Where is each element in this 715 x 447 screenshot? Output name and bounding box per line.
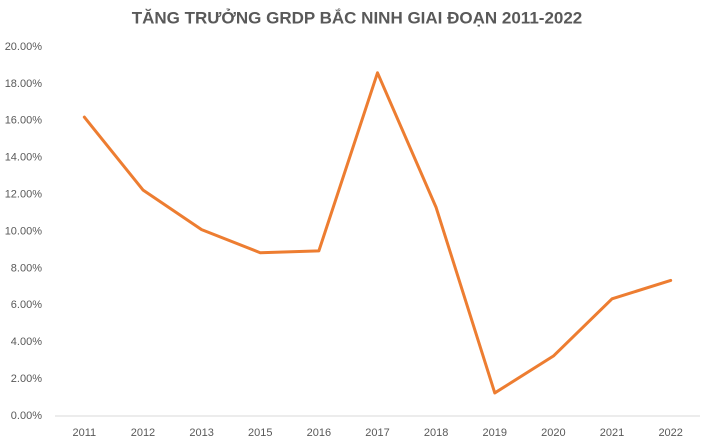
x-tick-label: 2017 [365,427,389,439]
line-series [82,71,673,395]
y-tick-label: 14.00% [5,152,43,164]
x-tick-label: 2012 [131,427,155,439]
x-tick-label: 2020 [541,427,565,439]
y-tick-label: 4.00% [11,336,42,348]
y-tick-label: 12.00% [5,189,43,201]
x-tick-label: 2013 [189,427,213,439]
x-tick-label: 2019 [483,427,507,439]
chart-title: TĂNG TRƯỞNG GRDP BẮC NINH GIAI ĐOẠN 2011… [132,8,583,27]
x-tick-label: 2018 [424,427,448,439]
y-tick-label: 18.00% [5,78,43,90]
y-tick-label: 20.00% [5,41,43,53]
x-tick-label: 2015 [248,427,272,439]
y-tick-label: 0.00% [11,410,42,422]
y-tick-label: 6.00% [11,299,42,311]
x-tick-label: 2021 [600,427,624,439]
y-tick-label: 8.00% [11,262,42,274]
x-tick-label: 2022 [658,427,682,439]
x-tick-label: 2016 [307,427,331,439]
x-tick-label: 2011 [72,427,96,439]
y-tick-label: 2.00% [11,373,42,385]
y-tick-label: 10.00% [5,225,43,237]
y-tick-label: 16.00% [5,115,43,127]
